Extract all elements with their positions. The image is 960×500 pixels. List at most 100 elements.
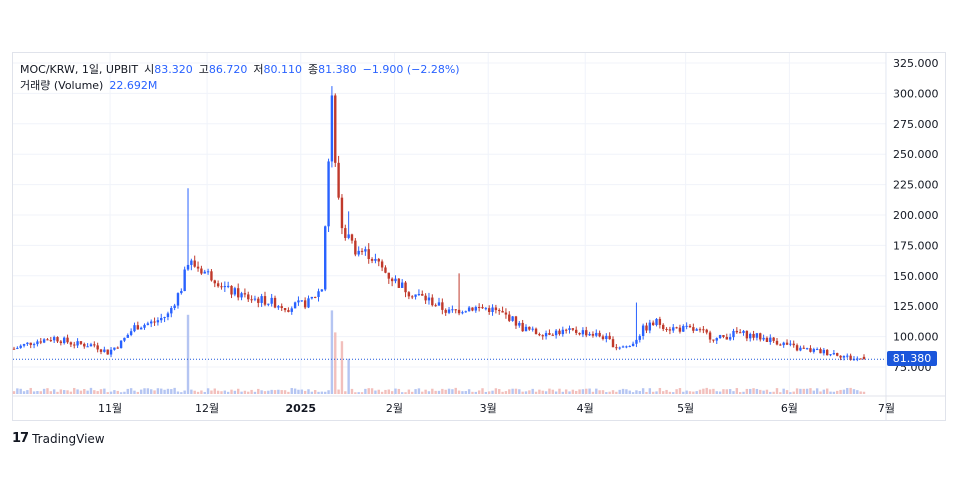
candle-body xyxy=(414,294,417,297)
candle-body xyxy=(437,302,441,306)
candle-body xyxy=(856,358,859,360)
candle-body xyxy=(621,346,625,348)
volume-bar xyxy=(762,390,765,394)
volume-bar xyxy=(581,389,585,394)
volume-bar xyxy=(528,390,531,394)
candle-body xyxy=(324,226,327,290)
candle-body xyxy=(387,272,391,279)
candle-body xyxy=(307,298,310,308)
candle-body xyxy=(109,349,113,355)
candle-body xyxy=(541,335,544,337)
candle-body xyxy=(859,358,862,360)
volume-bar xyxy=(595,388,598,394)
volume-bar xyxy=(113,390,116,394)
candle-body xyxy=(675,327,678,329)
candle-body xyxy=(451,309,454,311)
candle-body xyxy=(119,340,123,349)
volume-bar xyxy=(73,387,76,394)
candle-body xyxy=(658,318,662,325)
candle-body xyxy=(220,286,223,288)
candle-body xyxy=(795,345,799,351)
volume-bar xyxy=(859,391,862,394)
volume-bar xyxy=(451,389,454,394)
candle-body xyxy=(260,296,263,303)
candle-body xyxy=(441,302,444,310)
volume-bar xyxy=(297,389,300,394)
legend-open: 83.320 xyxy=(154,63,193,76)
candle-body xyxy=(605,335,608,339)
volume-bar xyxy=(129,388,133,394)
volume-bar xyxy=(434,390,437,394)
candle-body xyxy=(668,329,672,331)
candle-body xyxy=(651,322,655,326)
candle-body xyxy=(123,337,126,341)
volume-bar xyxy=(390,391,394,394)
volume-bar xyxy=(792,391,795,394)
candle-body xyxy=(370,259,374,261)
candle-body xyxy=(76,341,79,346)
volume-bar xyxy=(641,388,645,394)
candle-body xyxy=(69,342,73,345)
candle-body xyxy=(186,264,190,270)
volume-bar xyxy=(42,388,46,394)
volume-bar xyxy=(46,388,49,394)
candle-body xyxy=(735,330,739,333)
volume-bar xyxy=(69,391,73,394)
volume-bar xyxy=(300,389,303,394)
volume-bar xyxy=(183,390,186,394)
volume-bar xyxy=(344,391,347,394)
volume-bar xyxy=(146,388,150,394)
candle-body xyxy=(213,280,216,284)
candle-body xyxy=(471,307,474,311)
volume-bar xyxy=(96,391,99,394)
volume-bar xyxy=(424,389,427,394)
chart-frame[interactable] xyxy=(12,52,946,421)
volume-bar xyxy=(263,391,267,394)
volume-bar xyxy=(675,389,678,394)
volume-bar xyxy=(856,390,859,394)
candle-body xyxy=(558,330,561,335)
candle-body xyxy=(688,325,692,328)
candle-body xyxy=(585,330,588,336)
volume-bar xyxy=(109,391,113,394)
candle-body xyxy=(357,250,360,255)
legend-high: 86.720 xyxy=(208,63,248,76)
x-tick-label: 6월 xyxy=(781,402,798,415)
candle-body xyxy=(427,297,431,301)
candle-body xyxy=(829,354,832,356)
y-tick-label: 325.000 xyxy=(893,57,939,70)
volume-bar xyxy=(206,388,210,394)
candle-body xyxy=(32,344,36,346)
candle-body xyxy=(591,333,595,336)
volume-bar xyxy=(742,391,745,394)
volume-bar xyxy=(795,388,799,394)
tradingview-logo[interactable]: 17 TradingView xyxy=(12,431,105,446)
candle-body xyxy=(672,327,675,331)
volume-bar xyxy=(825,388,829,394)
volume-bar xyxy=(441,388,444,394)
volume-bar xyxy=(237,388,240,394)
legend-close-label: 종 xyxy=(308,63,319,76)
volume-bar xyxy=(862,391,866,394)
volume-bar xyxy=(655,391,658,394)
candle-body xyxy=(320,289,324,292)
volume-bar xyxy=(444,389,447,394)
volume-bar xyxy=(213,388,216,394)
volume-bar xyxy=(216,390,220,394)
candle-body xyxy=(283,307,287,311)
volume-bar xyxy=(846,387,849,394)
candle-body xyxy=(685,325,688,327)
candle-body xyxy=(400,282,404,288)
candle-body xyxy=(431,297,434,306)
candle-body xyxy=(498,310,501,312)
candle-body xyxy=(56,337,59,342)
volume-bar xyxy=(230,389,233,394)
candle-body xyxy=(340,197,344,229)
candle-body xyxy=(270,297,273,304)
volume-bar xyxy=(718,391,722,394)
candle-body xyxy=(206,271,210,273)
volume-bar xyxy=(712,388,715,394)
volume-bar xyxy=(531,388,534,394)
candle-body xyxy=(384,267,387,273)
